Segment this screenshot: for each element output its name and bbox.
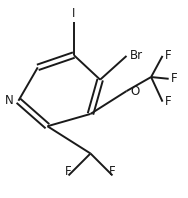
Text: Br: Br bbox=[130, 50, 143, 62]
Text: F: F bbox=[165, 95, 172, 108]
Text: F: F bbox=[65, 165, 72, 178]
Text: F: F bbox=[109, 165, 116, 178]
Text: F: F bbox=[165, 50, 172, 62]
Text: O: O bbox=[130, 85, 139, 98]
Text: I: I bbox=[72, 7, 75, 20]
Text: F: F bbox=[171, 72, 178, 85]
Text: N: N bbox=[5, 94, 14, 107]
